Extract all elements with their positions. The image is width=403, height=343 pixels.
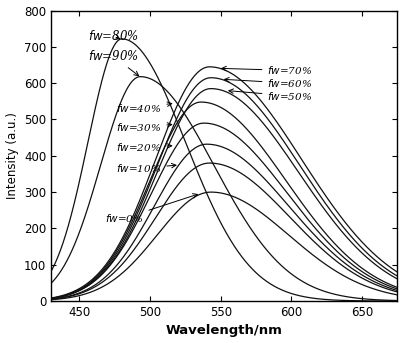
Text: $fw$=30%: $fw$=30%	[116, 121, 172, 133]
Y-axis label: Intensity (a.u.): Intensity (a.u.)	[6, 113, 19, 199]
Text: $fw$=10%: $fw$=10%	[116, 163, 176, 175]
Text: $fw$=60%: $fw$=60%	[224, 77, 313, 89]
Text: $fw$=40%: $fw$=40%	[116, 102, 172, 114]
Text: $fw$=0%: $fw$=0%	[105, 194, 197, 224]
Text: $fw$=70%: $fw$=70%	[222, 64, 313, 76]
Text: $fw$=90%: $fw$=90%	[88, 49, 139, 76]
Text: $fw$=20%: $fw$=20%	[116, 141, 172, 153]
X-axis label: Wavelength/nm: Wavelength/nm	[166, 324, 283, 338]
Text: $fw$=50%: $fw$=50%	[229, 89, 313, 102]
Text: $fw$=80%: $fw$=80%	[88, 29, 139, 43]
